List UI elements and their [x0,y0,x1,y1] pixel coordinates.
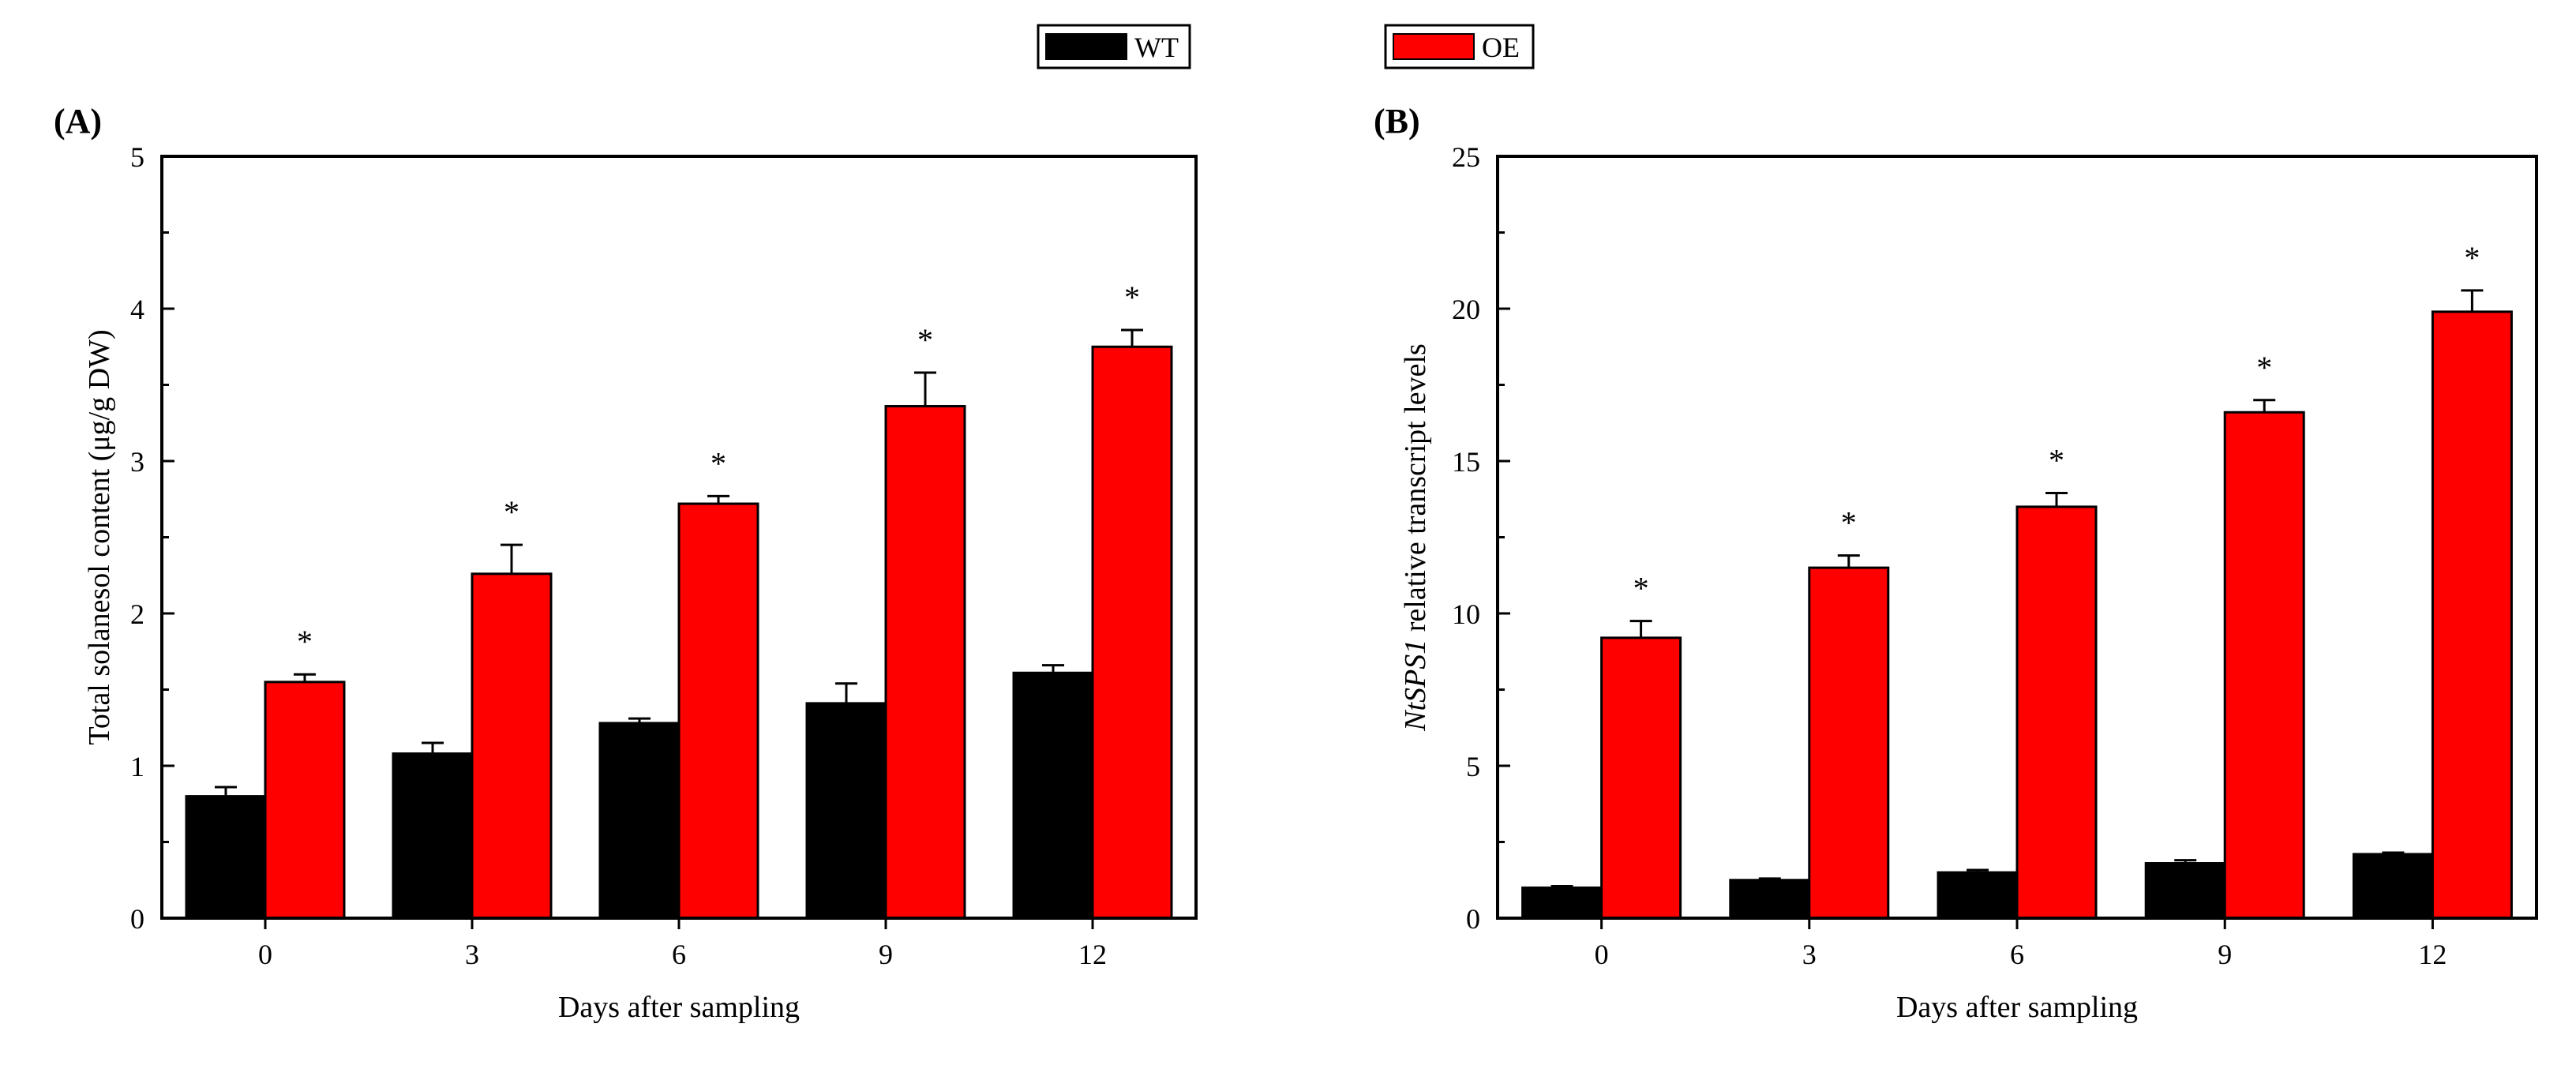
legend: WT OE [1037,24,1535,69]
significance-marker: * [1633,571,1649,606]
bar-wt-12 [1012,671,1094,920]
significance-marker: * [1841,505,1857,541]
x-tick-label: 12 [1078,939,1107,970]
bar-wt-6 [598,722,681,920]
bar-wt-9 [805,702,887,920]
x-axis-label: Days after sampling [1896,991,2138,1024]
y-tick-label: 1 [130,751,144,782]
y-tick-label: 25 [1452,141,1480,173]
bar-oe-9 [884,405,966,920]
y-tick-label: 4 [130,294,144,325]
y-axis-label-text: Total solanesol content (μg/g DW) [83,329,116,744]
significance-marker: * [711,445,726,481]
significance-marker: * [2464,240,2480,276]
x-tick-label: 3 [465,939,479,970]
x-tick-label: 6 [672,939,686,970]
legend-entry-oe: OE [1384,24,1535,69]
y-tick-label: 15 [1452,446,1480,478]
bar-oe-12 [2431,310,2513,920]
y-tick-label: 5 [130,141,144,173]
bar-oe-0 [1600,636,1682,920]
legend-entry-wt: WT [1037,24,1191,69]
y-axis-label: NtSPS1 relative transcript levels [1399,343,1432,732]
bar-oe-3 [1808,566,1890,920]
bar-wt-12 [2352,853,2434,920]
y-tick-label: 2 [130,598,144,630]
y-axis-label: Total solanesol content (μg/g DW) [83,329,116,744]
x-tick-label: 3 [1802,939,1817,970]
legend-swatch-wt [1045,33,1127,60]
bar-wt-3 [392,752,474,920]
bar-oe-6 [2015,505,2098,920]
bar-wt-9 [2144,862,2226,920]
bar-oe-9 [2223,411,2305,920]
x-tick-label: 9 [879,939,893,970]
panel-label: (B) [1374,102,1420,141]
x-axis-label: Days after sampling [558,991,800,1024]
y-axis-label-text: relative transcript levels [1399,343,1432,639]
bar-wt-6 [1937,871,2019,920]
bar-oe-6 [677,502,759,920]
panel-label: (A) [54,102,102,141]
significance-marker: * [2256,350,2272,385]
significance-marker: * [917,322,933,358]
bar-wt-3 [1729,879,1811,920]
x-tick-label: 0 [1595,939,1609,970]
y-tick-label: 3 [130,446,144,478]
y-tick-label: 20 [1452,294,1480,325]
x-tick-label: 12 [2418,939,2447,970]
x-tick-label: 0 [258,939,272,970]
significance-marker: * [1124,279,1140,315]
bar-wt-0 [1521,886,1603,920]
y-tick-label: 0 [1466,903,1480,935]
legend-label-oe: OE [1482,32,1520,63]
y-axis-label-gene: NtSPS1 [1399,639,1432,732]
legend-swatch-oe [1393,33,1475,60]
bar-oe-12 [1091,345,1173,920]
legend-label-wt: WT [1134,32,1179,63]
y-tick-label: 5 [1466,751,1480,782]
bar-oe-3 [471,572,553,920]
x-tick-label: 6 [2010,939,2024,970]
significance-marker: * [2049,443,2064,478]
panel-b: (B) * * * * * 0 5 10 15 20 25 0 3 6 9 12 Days after sampl… [1374,102,2538,1024]
bar-oe-0 [264,681,346,920]
x-tick-label: 9 [2218,939,2232,970]
significance-marker: * [297,624,313,659]
y-tick-label: 0 [130,903,144,935]
significance-marker: * [504,494,519,530]
bar-wt-0 [185,795,267,920]
y-tick-label: 10 [1452,598,1480,630]
